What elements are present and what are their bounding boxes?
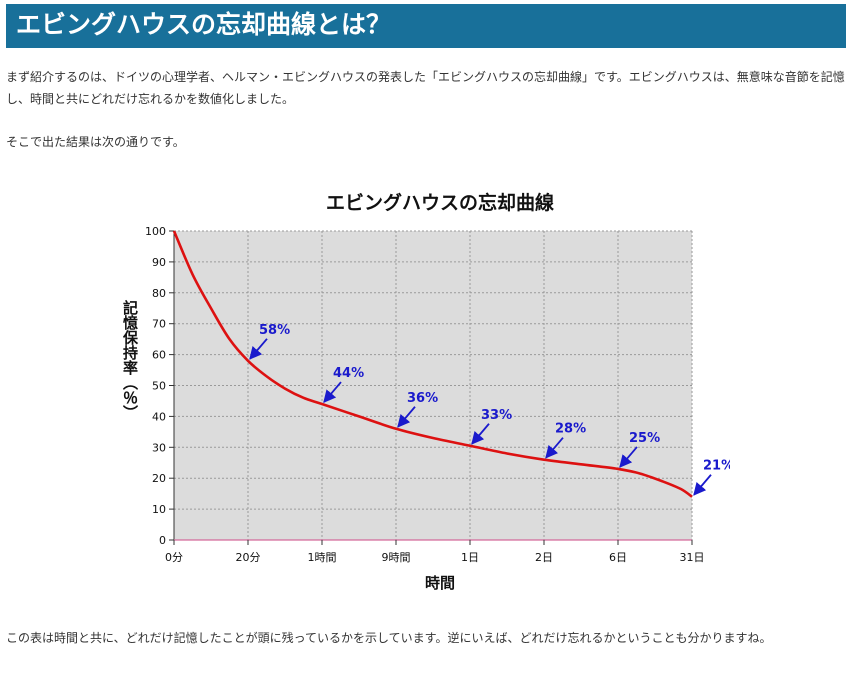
annotation-arrow <box>249 338 268 360</box>
x-tick-label: 20分 <box>236 551 261 564</box>
y-tick-label: 100 <box>145 225 166 238</box>
y-tick-label: 80 <box>152 287 166 300</box>
x-tick-label: 0分 <box>165 551 183 564</box>
section-heading-bar: エビングハウスの忘却曲線とは？ <box>6 4 846 48</box>
chart-title: エビングハウスの忘却曲線 <box>326 191 554 214</box>
y-tick-label: 60 <box>152 349 166 362</box>
y-tick-label: 70 <box>152 318 166 331</box>
annotation-arrow <box>619 446 638 468</box>
annotation-label: 36% <box>407 391 438 406</box>
x-tick-label: 9時間 <box>382 551 411 564</box>
forgetting-curve-figure: 0 10 20 30 40 50 60 70 80 90 100 0分 20分 1時間 9時間 1日 2日 6日 3… <box>110 175 730 595</box>
y-tick-label: 30 <box>152 441 166 454</box>
y-tick-label: 20 <box>152 472 166 485</box>
x-tick-label: 2日 <box>535 551 553 564</box>
intro-paragraph: まず紹介するのは、ドイツの心理学者、ヘルマン・エビングハウスの発表した「エビング… <box>6 70 845 106</box>
y-axis-label: 記憶保持率（％） <box>121 299 139 420</box>
x-tick-label: 31日 <box>680 551 705 564</box>
x-tick-label: 6日 <box>609 551 627 564</box>
annotation-label: 28% <box>555 422 586 437</box>
y-tick-label: 0 <box>159 534 166 547</box>
result-lead-paragraph: そこで出た結果は次の通りです。 <box>6 135 185 149</box>
y-tick-label: 50 <box>152 380 166 393</box>
annotation-arrow <box>397 406 416 428</box>
plot-area <box>174 231 692 540</box>
y-tick-label: 40 <box>152 410 166 423</box>
annotation-arrow <box>545 437 564 459</box>
annotation-arrow <box>471 423 490 445</box>
forgetting-curve-chart: 0 10 20 30 40 50 60 70 80 90 100 0分 20分 1時間 9時間 1日 2日 6日 3… <box>121 191 730 592</box>
annotation-label: 44% <box>333 366 364 381</box>
section-heading: エビングハウスの忘却曲線とは？ <box>16 10 392 39</box>
annotation-label: 21% <box>703 459 730 474</box>
annotation-arrow <box>323 381 342 404</box>
x-tick-label: 1時間 <box>308 551 337 564</box>
summary-paragraph: この表は時間と共に、どれだけ記憶したことが頭に残っているかを示しています。逆にい… <box>6 631 772 645</box>
annotation-label: 58% <box>259 323 290 338</box>
y-tick-label: 10 <box>152 503 166 516</box>
annotation-label: 25% <box>629 431 660 446</box>
x-tick-label: 1日 <box>461 551 479 564</box>
annotation-arrow <box>693 474 712 496</box>
x-axis-label: 時間 <box>425 574 455 592</box>
y-tick-label: 90 <box>152 256 166 269</box>
annotation-label: 33% <box>481 408 512 423</box>
retention-curve-line <box>172 230 693 498</box>
